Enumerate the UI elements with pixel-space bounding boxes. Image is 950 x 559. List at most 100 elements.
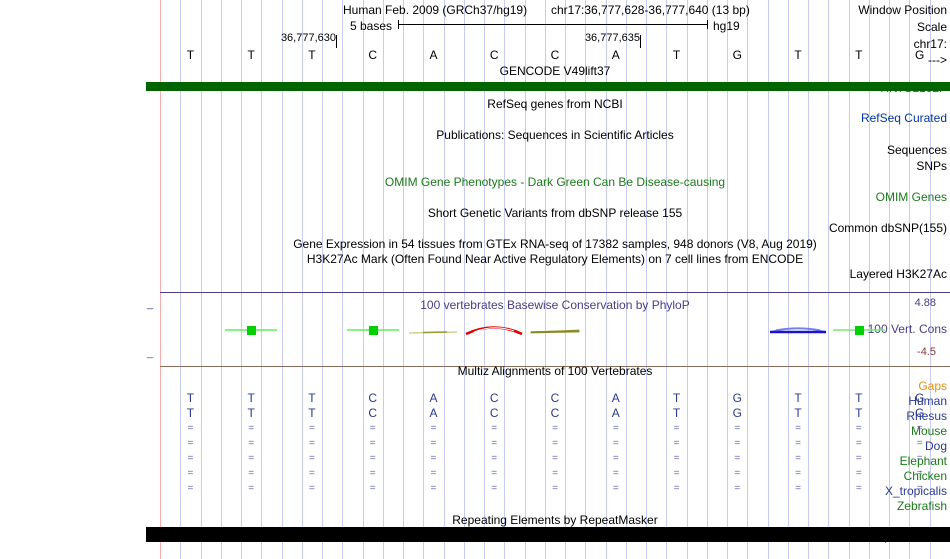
multiz-gap-mark: = (734, 423, 741, 434)
multiz-row[interactable]: = = = = = = = = = = = = = (160, 438, 950, 449)
multiz-gap-mark: = (309, 438, 315, 449)
multiz-gap-mark: = (673, 438, 680, 449)
sequence-base: G (732, 48, 742, 62)
multiz-species-label: Elephant (899, 454, 947, 468)
multiz-gap-mark: = (916, 483, 923, 494)
center-guide-line (160, 0, 161, 559)
coordinate-ruler: 36,777,630 36,777,635 (160, 33, 950, 49)
multiz-gap-mark: = (612, 483, 619, 494)
conservation-mark[interactable] (829, 315, 889, 345)
multiz-species-label: Chicken (903, 469, 947, 483)
track-title-multiz: Multiz Alignments of 100 Vertebrates (457, 364, 653, 378)
multiz-alignment-rows[interactable]: T T T C A C C A T G T T G T T T C A C C A T G T T G = = = = = = = = = = = = = =… (160, 391, 950, 513)
multiz-gap-mark: = (734, 483, 741, 494)
multiz-gap-mark: = (309, 423, 315, 434)
multiz-gap-mark: = (248, 423, 255, 434)
conservation-mark[interactable] (525, 315, 585, 345)
track-title-refseq: RefSeq genes from NCBI (487, 97, 623, 111)
sequence-base: T (855, 48, 863, 62)
conservation-mark[interactable] (221, 315, 281, 345)
multiz-gap-mark: = (916, 423, 923, 434)
track-label-omim[interactable]: OMIM Genes (875, 190, 947, 204)
track-title-gtex: Gene Expression in 54 tissues from GTEx … (293, 237, 817, 251)
conservation-mark[interactable] (403, 315, 463, 345)
multiz-gap-mark: = (187, 423, 194, 434)
sequence-base: A (429, 48, 438, 62)
gencode-label-swatch (146, 82, 160, 91)
coordinate-tick (336, 35, 337, 48)
multiz-gap-mark: = (795, 453, 801, 464)
multiz-gap-mark: = (673, 423, 680, 434)
multiz-base: T (186, 406, 195, 420)
multiz-base: G (732, 391, 742, 405)
gencode-feature-bar[interactable] (160, 82, 950, 91)
multiz-gap-mark: = (248, 468, 255, 479)
multiz-gap-mark: = (612, 438, 619, 449)
multiz-row[interactable]: = = = = = = = = = = = = = (160, 453, 950, 464)
multiz-gap-mark: = (248, 453, 255, 464)
multiz-gap-mark: = (430, 483, 437, 494)
multiz-gap-mark: = (369, 438, 376, 449)
conservation-mark[interactable] (464, 315, 524, 345)
multiz-gap-mark: = (855, 483, 862, 494)
scale-bar (398, 20, 708, 29)
multiz-gap-mark: = (855, 423, 862, 434)
multiz-gap-mark: = (369, 483, 376, 494)
multiz-gap-mark: = (673, 453, 680, 464)
multiz-gap-mark: = (855, 453, 862, 464)
track-label-conservation[interactable]: 100 Vert. Cons (867, 322, 947, 336)
multiz-gap-mark: = (916, 468, 923, 479)
multiz-base: C (489, 406, 499, 420)
multiz-gap-mark: = (430, 438, 437, 449)
multiz-row[interactable] (160, 498, 950, 509)
conservation-mark[interactable] (768, 315, 828, 345)
multiz-base: T (794, 391, 802, 405)
assembly-short-label: hg19 (713, 19, 740, 33)
multiz-base: A (611, 391, 620, 405)
multiz-gap-mark: = (734, 438, 741, 449)
track-label-sequences: Sequences (886, 143, 947, 157)
multiz-gap-mark: = (430, 468, 437, 479)
strand-label: ---> (928, 53, 947, 67)
repeatmasker-label-swatch (146, 527, 160, 542)
multiz-base: G (914, 391, 925, 405)
multiz-base: T (855, 391, 863, 405)
multiz-gap-mark: = (369, 423, 376, 434)
multiz-base: T (308, 406, 316, 420)
multiz-row[interactable]: = = = = = = = = = = = = = (160, 483, 950, 494)
track-label-snps: SNPs (916, 159, 947, 173)
multiz-gap-mark: = (491, 438, 498, 449)
conservation-mark[interactable] (343, 315, 403, 345)
position-text: chr17:36,777,628-36,777,640 (13 bp) (551, 3, 750, 17)
conservation-track[interactable] (160, 315, 950, 360)
sequence-base: T (308, 48, 316, 62)
multiz-gap-mark: = (673, 483, 680, 494)
multiz-base: G (914, 406, 925, 420)
sequence-base: C (489, 48, 499, 62)
track-label-refseq[interactable]: RefSeq Curated (860, 111, 947, 125)
track-label-dbsnp: Common dbSNP(155) (828, 221, 947, 235)
coordinate-tick (640, 35, 641, 48)
multiz-gap-mark: = (734, 468, 741, 479)
sequence-base: G (914, 48, 925, 62)
multiz-gap-mark: = (612, 468, 619, 479)
multiz-row[interactable]: = = = = = = = = = = = = = (160, 423, 950, 434)
sequence-base: T (794, 48, 802, 62)
multiz-row[interactable]: = = = = = = = = = = = = = (160, 468, 950, 479)
sequence-base: C (368, 48, 378, 62)
multiz-gap-mark: = (552, 453, 558, 464)
multiz-base: T (672, 406, 681, 420)
multiz-base: T (794, 406, 802, 420)
multiz-gap-mark: = (795, 468, 801, 479)
multiz-gap-mark: = (430, 453, 437, 464)
multiz-gap-mark: = (369, 453, 376, 464)
conservation-axis-max: 4.88 (914, 297, 936, 309)
multiz-base: C (368, 406, 378, 420)
multiz-gap-mark: = (552, 468, 558, 479)
chrom-label: chr17: (913, 37, 947, 51)
multiz-gap-mark: = (248, 483, 255, 494)
repeatmasker-feature-bar[interactable] (160, 527, 950, 542)
